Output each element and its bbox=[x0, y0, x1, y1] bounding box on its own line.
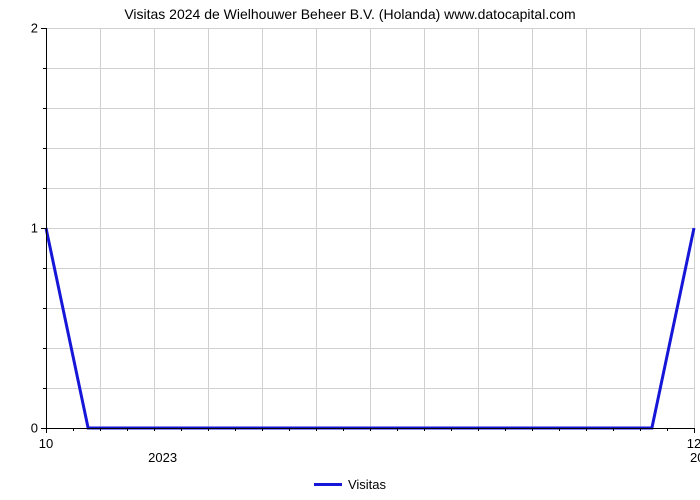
x-tick-label-left: 10 bbox=[39, 436, 53, 451]
x-minor-tick bbox=[289, 428, 290, 431]
y-tick-label: 2 bbox=[18, 21, 38, 36]
x-tick-label-year: 2023 bbox=[148, 450, 177, 465]
y-minor-tick bbox=[43, 148, 46, 149]
x-minor-tick bbox=[451, 428, 452, 431]
y-minor-tick bbox=[43, 68, 46, 69]
y-tick-mark bbox=[41, 228, 46, 229]
y-minor-tick bbox=[43, 308, 46, 309]
x-minor-tick bbox=[316, 428, 317, 431]
y-minor-tick bbox=[43, 268, 46, 269]
x-minor-tick bbox=[640, 428, 641, 431]
y-axis-line bbox=[46, 28, 47, 428]
x-minor-tick bbox=[613, 428, 614, 431]
y-tick-mark bbox=[41, 28, 46, 29]
chart-title: Visitas 2024 de Wielhouwer Beheer B.V. (… bbox=[0, 0, 700, 22]
y-minor-tick bbox=[43, 348, 46, 349]
x-minor-tick bbox=[424, 428, 425, 431]
y-minor-tick bbox=[43, 108, 46, 109]
x-minor-tick bbox=[127, 428, 128, 431]
legend: Visitas bbox=[314, 477, 386, 492]
x-minor-tick bbox=[532, 428, 533, 431]
x-minor-tick bbox=[667, 428, 668, 431]
x-minor-tick bbox=[505, 428, 506, 431]
x-tick-mark bbox=[694, 428, 695, 433]
x-minor-tick bbox=[73, 428, 74, 431]
x-minor-tick bbox=[154, 428, 155, 431]
legend-swatch bbox=[314, 483, 342, 486]
legend-label: Visitas bbox=[348, 477, 386, 492]
x-minor-tick bbox=[397, 428, 398, 431]
x-minor-tick bbox=[559, 428, 560, 431]
x-minor-tick bbox=[586, 428, 587, 431]
x-minor-tick bbox=[262, 428, 263, 431]
chart-container: Visitas 2024 de Wielhouwer Beheer B.V. (… bbox=[0, 0, 700, 500]
plot-area bbox=[46, 28, 694, 428]
grid-line-v bbox=[694, 28, 695, 428]
x-minor-tick bbox=[343, 428, 344, 431]
x-minor-tick bbox=[235, 428, 236, 431]
x-tick-label-right: 12 bbox=[687, 436, 700, 451]
x-tick-label-year-right: 202 bbox=[690, 450, 700, 465]
x-minor-tick bbox=[181, 428, 182, 431]
x-minor-tick bbox=[370, 428, 371, 431]
series-line bbox=[46, 28, 694, 428]
y-minor-tick bbox=[43, 388, 46, 389]
x-tick-mark bbox=[46, 428, 47, 433]
y-minor-tick bbox=[43, 188, 46, 189]
x-minor-tick bbox=[478, 428, 479, 431]
x-minor-tick bbox=[208, 428, 209, 431]
y-tick-label: 0 bbox=[18, 421, 38, 436]
x-minor-tick bbox=[100, 428, 101, 431]
y-tick-label: 1 bbox=[18, 221, 38, 236]
